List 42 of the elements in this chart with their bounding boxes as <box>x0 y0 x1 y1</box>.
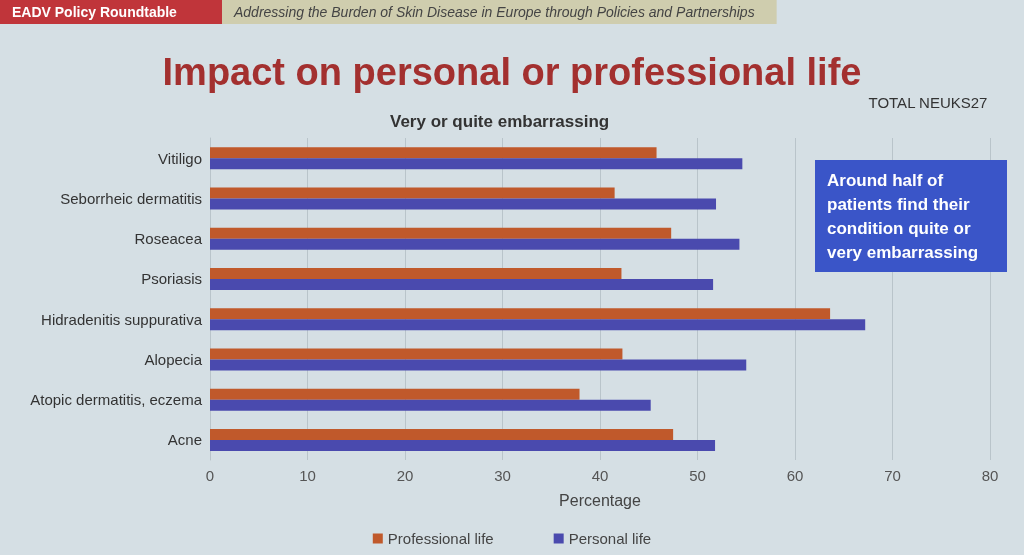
y-tick-label: Hidradenitis suppurativa <box>41 310 203 328</box>
bar <box>210 198 717 210</box>
chart-subtitle: Very or quite embarrassing <box>390 112 610 131</box>
bar <box>210 399 651 411</box>
annotation: Around half of patients find their condition quite or very embarrassing <box>827 170 979 262</box>
bar <box>210 278 714 290</box>
bar <box>210 187 615 199</box>
y-tick-label: Atopic dermatitis, eczema <box>30 391 203 409</box>
bar <box>210 227 672 239</box>
bar <box>210 348 623 360</box>
legend-label: Personal life <box>568 530 652 547</box>
bar <box>210 308 831 320</box>
bar <box>210 319 866 331</box>
y-tick-label: Vitiligo <box>158 149 202 167</box>
x-tick-label: 40 <box>591 467 609 484</box>
text: EADV Policy Roundtable <box>12 4 178 20</box>
chart-title: Impact on personal or professional life <box>162 51 862 93</box>
y-tick-label: Roseacea <box>134 230 203 248</box>
y-tick-label: Psoriasis <box>141 270 202 288</box>
x-tick-label: 50 <box>689 467 706 484</box>
x-tick-label: 20 <box>396 467 414 484</box>
bar <box>210 158 743 170</box>
bar <box>210 147 657 159</box>
text: Addressing the Burden of Skin Disease in Europe through Policies and Partnerships <box>233 4 755 20</box>
x-tick-label: 0 <box>205 467 215 484</box>
x-tick-label: 80 <box>981 467 999 484</box>
y-tick-label: Alopecia <box>144 350 203 368</box>
x-tick-label: 70 <box>884 467 901 484</box>
x-axis-title: Percentage <box>559 491 642 509</box>
y-tick-label: Acne <box>167 431 202 449</box>
legend-label: Professional life <box>387 530 494 547</box>
text: TOTAL NEUKS27 <box>868 94 988 111</box>
bar <box>210 439 716 451</box>
bar <box>210 238 740 250</box>
bar <box>210 267 622 279</box>
bar <box>210 359 747 371</box>
x-tick-label: 60 <box>786 467 804 484</box>
y-tick-label: Seborrheic dermatitis <box>60 189 202 207</box>
bar <box>210 388 580 400</box>
x-tick-label: 10 <box>299 467 316 484</box>
x-tick-label: 30 <box>494 467 511 484</box>
bar <box>210 428 674 440</box>
